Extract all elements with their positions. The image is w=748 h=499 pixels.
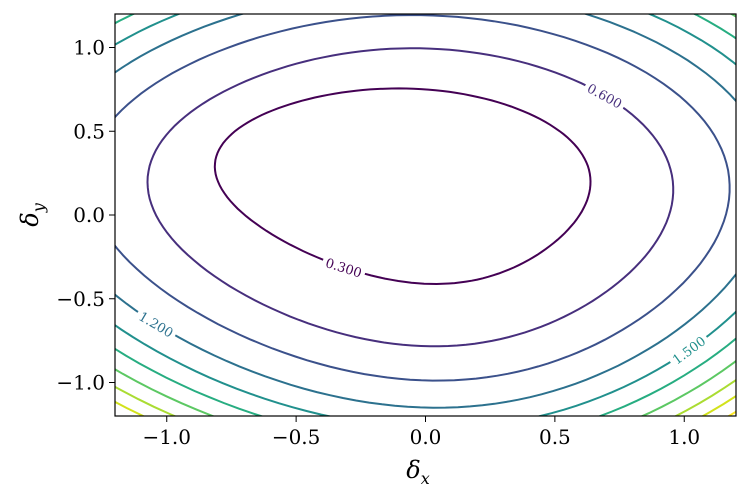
y-tick-label: 0.5 [73, 119, 105, 143]
x-tick-label: 0.5 [539, 425, 571, 449]
y-tick-label: 1.0 [73, 36, 105, 60]
plot-frame [114, 13, 737, 417]
y-tick-label: −0.5 [56, 287, 105, 311]
contour-label-gap [581, 78, 628, 114]
contour-label-1.200: 1.200 [136, 310, 176, 342]
contour-line-2.100 [115, 14, 736, 416]
contour-label-gap [320, 253, 368, 282]
contour-label-gap [666, 330, 712, 370]
contour-line-2.700 [115, 394, 736, 416]
y-axis-ticks: −1.0 −0.5 0.0 0.5 1.0 [56, 36, 115, 395]
contour-line-1.800 [115, 14, 736, 416]
y-tick-label: −1.0 [56, 371, 105, 395]
x-tick-label: 1.0 [668, 425, 700, 449]
contour-line-1.500 [115, 14, 736, 416]
y-tick-label: 0.0 [73, 203, 105, 227]
contour-line-0.300 [213, 87, 592, 286]
x-tick-label: −0.5 [272, 425, 321, 449]
x-tick-label: 0.0 [410, 425, 442, 449]
contour-label-gap [133, 306, 180, 343]
x-axis-label: δx [406, 456, 429, 488]
contour-line-0.900 [115, 14, 731, 382]
x-tick-label: −1.0 [142, 425, 191, 449]
y-axis-label: δy [16, 202, 48, 226]
x-axis-ticks: −1.0 −0.5 0.0 0.5 1.0 [142, 416, 700, 449]
contour-label-0.600: 0.600 [584, 81, 624, 112]
contour-line-1.200 [115, 14, 736, 409]
